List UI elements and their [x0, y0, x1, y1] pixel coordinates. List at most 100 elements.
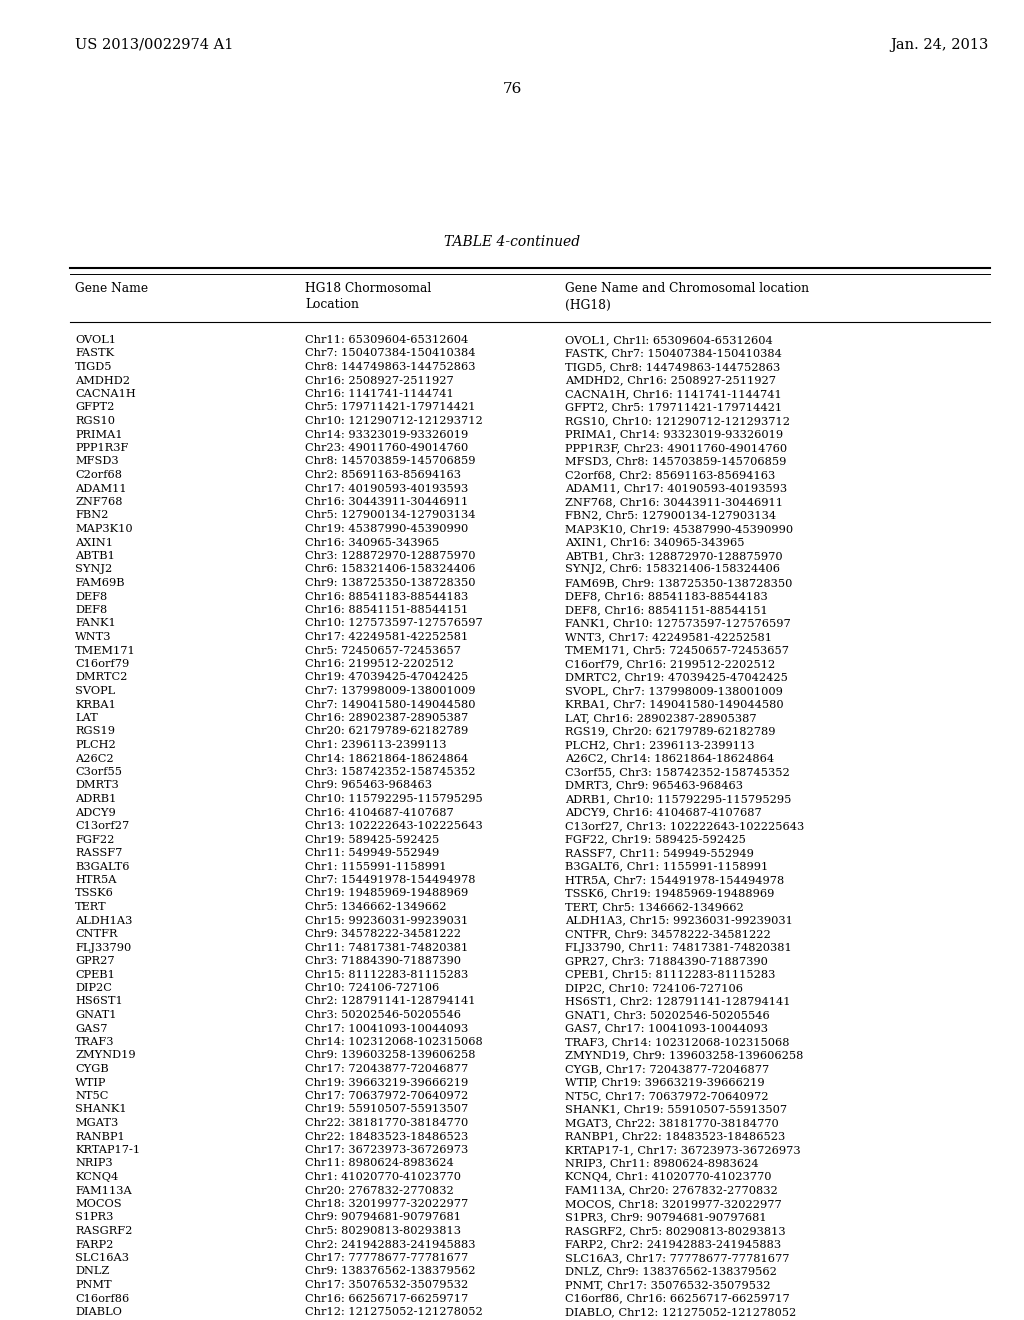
Text: Chr3: 158742352-158745352: Chr3: 158742352-158745352	[305, 767, 475, 777]
Text: DNLZ, Chr9: 138376562-138379562: DNLZ, Chr9: 138376562-138379562	[565, 1266, 777, 1276]
Text: Chr16: 4104687-4107687: Chr16: 4104687-4107687	[305, 808, 454, 817]
Text: NRIP3, Chr11: 8980624-8983624: NRIP3, Chr11: 8980624-8983624	[565, 1159, 759, 1168]
Text: CYGB, Chr17: 72043877-72046877: CYGB, Chr17: 72043877-72046877	[565, 1064, 769, 1074]
Text: FLJ33790, Chr11: 74817381-74820381: FLJ33790, Chr11: 74817381-74820381	[565, 942, 792, 953]
Text: Chr19: 19485969-19488969: Chr19: 19485969-19488969	[305, 888, 468, 899]
Text: KCNQ4, Chr1: 41020770-41023770: KCNQ4, Chr1: 41020770-41023770	[565, 1172, 771, 1181]
Text: PLCH2, Chr1: 2396113-2399113: PLCH2, Chr1: 2396113-2399113	[565, 741, 755, 750]
Text: TIGD5, Chr8: 144749863-144752863: TIGD5, Chr8: 144749863-144752863	[565, 362, 780, 372]
Text: Chr16: 1141741-1144741: Chr16: 1141741-1144741	[305, 389, 454, 399]
Text: TRAF3: TRAF3	[75, 1038, 115, 1047]
Text: Chr14: 93323019-93326019: Chr14: 93323019-93326019	[305, 429, 468, 440]
Text: OVOL1, Chr1l: 65309604-65312604: OVOL1, Chr1l: 65309604-65312604	[565, 335, 773, 345]
Text: RGS19, Chr20: 62179789-62182789: RGS19, Chr20: 62179789-62182789	[565, 726, 775, 737]
Text: TSSK6, Chr19: 19485969-19488969: TSSK6, Chr19: 19485969-19488969	[565, 888, 774, 899]
Text: MAP3K10: MAP3K10	[75, 524, 133, 535]
Text: Chr5: 127900134-127903134: Chr5: 127900134-127903134	[305, 511, 475, 520]
Text: Chr17: 70637972-70640972: Chr17: 70637972-70640972	[305, 1092, 468, 1101]
Text: FASTK, Chr7: 150407384-150410384: FASTK, Chr7: 150407384-150410384	[565, 348, 782, 359]
Text: ADRB1, Chr10: 115792295-115795295: ADRB1, Chr10: 115792295-115795295	[565, 795, 792, 804]
Text: Chr15: 99236031-99239031: Chr15: 99236031-99239031	[305, 916, 468, 925]
Text: KRBA1, Chr7: 149041580-149044580: KRBA1, Chr7: 149041580-149044580	[565, 700, 783, 710]
Text: Chr9: 138725350-138728350: Chr9: 138725350-138728350	[305, 578, 475, 587]
Text: RANBP1, Chr22: 18483523-18486523: RANBP1, Chr22: 18483523-18486523	[565, 1131, 785, 1142]
Text: Chr11: 8980624-8983624: Chr11: 8980624-8983624	[305, 1159, 454, 1168]
Text: C16orf79: C16orf79	[75, 659, 129, 669]
Text: Chr22: 38181770-38184770: Chr22: 38181770-38184770	[305, 1118, 468, 1129]
Text: HG18 Chormosomal
Location: HG18 Chormosomal Location	[305, 282, 431, 312]
Text: DIABLO, Chr12: 121275052-121278052: DIABLO, Chr12: 121275052-121278052	[565, 1307, 797, 1317]
Text: Chr19: 589425-592425: Chr19: 589425-592425	[305, 834, 439, 845]
Text: Chr17: 10041093-10044093: Chr17: 10041093-10044093	[305, 1023, 468, 1034]
Text: C3orf55, Chr3: 158742352-158745352: C3orf55, Chr3: 158742352-158745352	[565, 767, 790, 777]
Text: KRBA1: KRBA1	[75, 700, 116, 710]
Text: TERT, Chr5: 1346662-1349662: TERT, Chr5: 1346662-1349662	[565, 902, 743, 912]
Text: C16orf79, Chr16: 2199512-2202512: C16orf79, Chr16: 2199512-2202512	[565, 659, 775, 669]
Text: A26C2: A26C2	[75, 754, 114, 763]
Text: Chr5: 1346662-1349662: Chr5: 1346662-1349662	[305, 902, 446, 912]
Text: Chr19: 47039425-47042425: Chr19: 47039425-47042425	[305, 672, 468, 682]
Text: ALDH1A3: ALDH1A3	[75, 916, 132, 925]
Text: ZMYND19: ZMYND19	[75, 1051, 135, 1060]
Text: DIP2C, Chr10: 724106-727106: DIP2C, Chr10: 724106-727106	[565, 983, 743, 993]
Text: Chr17: 72043877-72046877: Chr17: 72043877-72046877	[305, 1064, 468, 1074]
Text: ADAM11, Chr17: 40190593-40193593: ADAM11, Chr17: 40190593-40193593	[565, 483, 787, 494]
Text: Chr17: 42249581-42252581: Chr17: 42249581-42252581	[305, 632, 468, 642]
Text: FAM69B: FAM69B	[75, 578, 125, 587]
Text: ADCY9, Chr16: 4104687-4107687: ADCY9, Chr16: 4104687-4107687	[565, 808, 762, 817]
Text: SYNJ2: SYNJ2	[75, 565, 113, 574]
Text: Chr7: 149041580-149044580: Chr7: 149041580-149044580	[305, 700, 475, 710]
Text: US 2013/0022974 A1: US 2013/0022974 A1	[75, 38, 233, 51]
Text: TIGD5: TIGD5	[75, 362, 113, 372]
Text: Chr1: 1155991-1158991: Chr1: 1155991-1158991	[305, 862, 446, 871]
Text: LAT: LAT	[75, 713, 97, 723]
Text: C16orf86, Chr16: 66256717-66259717: C16orf86, Chr16: 66256717-66259717	[565, 1294, 790, 1304]
Text: AXIN1, Chr16: 340965-343965: AXIN1, Chr16: 340965-343965	[565, 537, 744, 548]
Text: Chr7: 150407384-150410384: Chr7: 150407384-150410384	[305, 348, 475, 359]
Text: Chr10: 121290712-121293712: Chr10: 121290712-121293712	[305, 416, 482, 426]
Text: Chr1: 41020770-41023770: Chr1: 41020770-41023770	[305, 1172, 461, 1181]
Text: NT5C: NT5C	[75, 1092, 109, 1101]
Text: CNTFR, Chr9: 34578222-34581222: CNTFR, Chr9: 34578222-34581222	[565, 929, 771, 939]
Text: Chr17: 35076532-35079532: Chr17: 35076532-35079532	[305, 1280, 468, 1290]
Text: GFPT2, Chr5: 179711421-179714421: GFPT2, Chr5: 179711421-179714421	[565, 403, 782, 412]
Text: ZNF768: ZNF768	[75, 498, 123, 507]
Text: ZNF768, Chr16: 30443911-30446911: ZNF768, Chr16: 30443911-30446911	[565, 498, 783, 507]
Text: FANK1: FANK1	[75, 619, 116, 628]
Text: RASGRF2: RASGRF2	[75, 1226, 132, 1236]
Text: Chr10: 115792295-115795295: Chr10: 115792295-115795295	[305, 795, 482, 804]
Text: SHANK1, Chr19: 55910507-55913507: SHANK1, Chr19: 55910507-55913507	[565, 1105, 787, 1114]
Text: Chr9: 34578222-34581222: Chr9: 34578222-34581222	[305, 929, 461, 939]
Text: AMDHD2: AMDHD2	[75, 375, 130, 385]
Text: Chr17: 40190593-40193593: Chr17: 40190593-40193593	[305, 483, 468, 494]
Text: SVOPL, Chr7: 137998009-138001009: SVOPL, Chr7: 137998009-138001009	[565, 686, 783, 696]
Text: FAM113A: FAM113A	[75, 1185, 132, 1196]
Text: Chr5: 72450657-72453657: Chr5: 72450657-72453657	[305, 645, 461, 656]
Text: HTR5A, Chr7: 154491978-154494978: HTR5A, Chr7: 154491978-154494978	[565, 875, 784, 884]
Text: Chr14: 18621864-18624864: Chr14: 18621864-18624864	[305, 754, 468, 763]
Text: ZMYND19, Chr9: 139603258-139606258: ZMYND19, Chr9: 139603258-139606258	[565, 1051, 804, 1060]
Text: TSSK6: TSSK6	[75, 888, 114, 899]
Text: Chr2: 128791141-128794141: Chr2: 128791141-128794141	[305, 997, 475, 1006]
Text: GAS7, Chr17: 10041093-10044093: GAS7, Chr17: 10041093-10044093	[565, 1023, 768, 1034]
Text: NT5C, Chr17: 70637972-70640972: NT5C, Chr17: 70637972-70640972	[565, 1092, 768, 1101]
Text: B3GALT6, Chr1: 1155991-1158991: B3GALT6, Chr1: 1155991-1158991	[565, 862, 768, 871]
Text: TRAF3, Chr14: 102312068-102315068: TRAF3, Chr14: 102312068-102315068	[565, 1038, 790, 1047]
Text: Chr9: 138376562-138379562: Chr9: 138376562-138379562	[305, 1266, 475, 1276]
Text: PRIMA1, Chr14: 93323019-93326019: PRIMA1, Chr14: 93323019-93326019	[565, 429, 783, 440]
Text: GPR27, Chr3: 71884390-71887390: GPR27, Chr3: 71884390-71887390	[565, 956, 768, 966]
Text: Chr16: 88541151-88544151: Chr16: 88541151-88544151	[305, 605, 468, 615]
Text: Chr16: 340965-343965: Chr16: 340965-343965	[305, 537, 439, 548]
Text: AMDHD2, Chr16: 2508927-2511927: AMDHD2, Chr16: 2508927-2511927	[565, 375, 776, 385]
Text: Chr15: 81112283-81115283: Chr15: 81112283-81115283	[305, 969, 468, 979]
Text: CPEB1: CPEB1	[75, 969, 115, 979]
Text: HS6ST1, Chr2: 128791141-128794141: HS6ST1, Chr2: 128791141-128794141	[565, 997, 791, 1006]
Text: CACNA1H: CACNA1H	[75, 389, 136, 399]
Text: S1PR3, Chr9: 90794681-90797681: S1PR3, Chr9: 90794681-90797681	[565, 1213, 767, 1222]
Text: Chr9: 139603258-139606258: Chr9: 139603258-139606258	[305, 1051, 475, 1060]
Text: SLC16A3, Chr17: 77778677-77781677: SLC16A3, Chr17: 77778677-77781677	[565, 1253, 790, 1263]
Text: DEF8, Chr16: 88541183-88544183: DEF8, Chr16: 88541183-88544183	[565, 591, 768, 602]
Text: FGF22: FGF22	[75, 834, 115, 845]
Text: RGS19: RGS19	[75, 726, 115, 737]
Text: Chr7: 154491978-154494978: Chr7: 154491978-154494978	[305, 875, 475, 884]
